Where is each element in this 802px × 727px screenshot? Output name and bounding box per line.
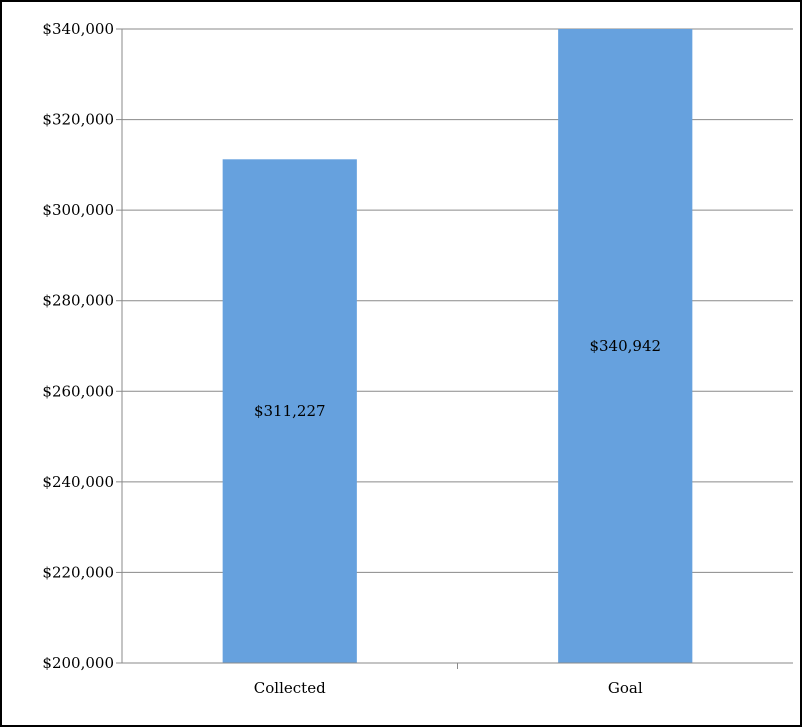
y-tick-label: $320,000 — [42, 111, 114, 129]
bar-value-label: $340,942 — [589, 337, 661, 355]
x-axis-category-labels: Collected Goal — [254, 679, 643, 697]
y-tick-label: $260,000 — [42, 382, 114, 400]
bar-series — [222, 29, 693, 663]
y-tick-label: $300,000 — [42, 201, 114, 219]
y-tick-label: $200,000 — [42, 654, 114, 672]
data-labels: $311,227 $340,942 — [254, 337, 661, 420]
y-tick-label: $340,000 — [42, 20, 114, 38]
y-tick-label: $240,000 — [42, 473, 114, 491]
y-axis-tick-labels: $200,000 $220,000 $240,000 $260,000 $280,000… — [42, 20, 114, 672]
bar-goal — [558, 29, 693, 663]
x-category-label: Goal — [608, 679, 643, 697]
bar-value-label: $311,227 — [254, 402, 326, 420]
x-category-label: Collected — [254, 679, 326, 697]
bar-collected — [222, 159, 357, 663]
axes — [116, 28, 793, 669]
y-tick-label: $280,000 — [42, 292, 114, 310]
y-tick-label: $220,000 — [42, 563, 114, 581]
